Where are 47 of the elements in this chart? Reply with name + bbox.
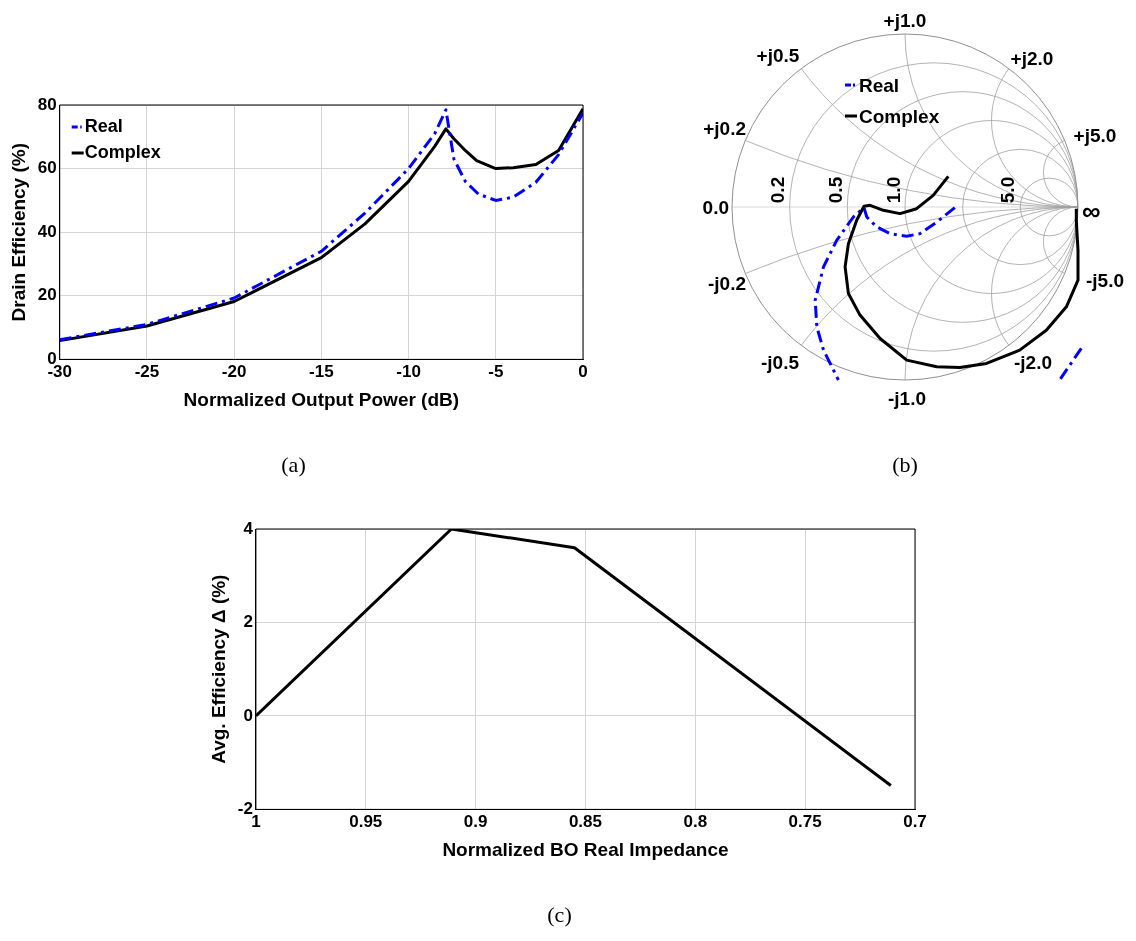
text: (c)	[547, 901, 572, 927]
text: +j2.0	[1010, 47, 1054, 69]
text: Complex	[859, 105, 940, 127]
y-tick-label: 60	[37, 158, 57, 178]
text: 5.0	[996, 176, 1018, 204]
text: +j1.0	[883, 9, 927, 31]
y-tick-label: 80	[37, 94, 57, 114]
y-axis-title: Avg. Efficiency Δ (%)	[207, 574, 229, 764]
text: -j2.0	[1013, 351, 1053, 373]
text: Real	[859, 74, 900, 96]
legend-label: Real	[84, 115, 123, 136]
x-tick-label: -25	[134, 362, 160, 382]
text: +j5.0	[1073, 124, 1117, 146]
text: 0.0	[702, 196, 729, 218]
x-tick-label: 0.8	[683, 812, 708, 832]
x-axis-title: Normalized Output Power (dB)	[183, 389, 460, 411]
text: ∞	[1082, 196, 1101, 226]
text: -j5.0	[1085, 269, 1125, 291]
y-tick-label: 2	[243, 612, 253, 632]
y-tick-label: 20	[37, 285, 57, 305]
x-tick-label: 0.95	[349, 812, 383, 832]
x-tick-label: -20	[221, 362, 247, 382]
text: -j0.2	[707, 272, 746, 294]
x-tick-label: -5	[488, 362, 504, 382]
text: 0.2	[766, 176, 788, 204]
x-tick-label: 0.75	[788, 812, 822, 832]
text: +j0.5	[756, 44, 800, 66]
y-tick-label: -2	[237, 799, 253, 819]
text: 0.5	[824, 176, 846, 204]
x-tick-label: 0.7	[903, 812, 927, 832]
x-tick-label: 0	[578, 362, 588, 382]
x-tick-label: 0.9	[463, 812, 488, 832]
y-axis-title: Drain Efficiency (%)	[7, 142, 29, 322]
y-tick-label: 40	[37, 221, 57, 241]
x-tick-label: -10	[396, 362, 421, 382]
x-axis-title: Normalized BO Real Impedance	[442, 839, 729, 861]
y-tick-label: 0	[243, 705, 253, 725]
x-tick-label: -15	[309, 362, 334, 382]
text: -j1.0	[887, 387, 927, 409]
x-tick-label: 0.85	[568, 812, 602, 832]
text: (b)	[892, 452, 918, 477]
legend-label: Complex	[84, 141, 161, 162]
text: (a)	[281, 451, 306, 477]
text: +j0.2	[703, 117, 746, 139]
y-tick-label: 4	[243, 518, 254, 538]
text: -j0.5	[760, 351, 800, 373]
text: 1.0	[882, 176, 904, 204]
